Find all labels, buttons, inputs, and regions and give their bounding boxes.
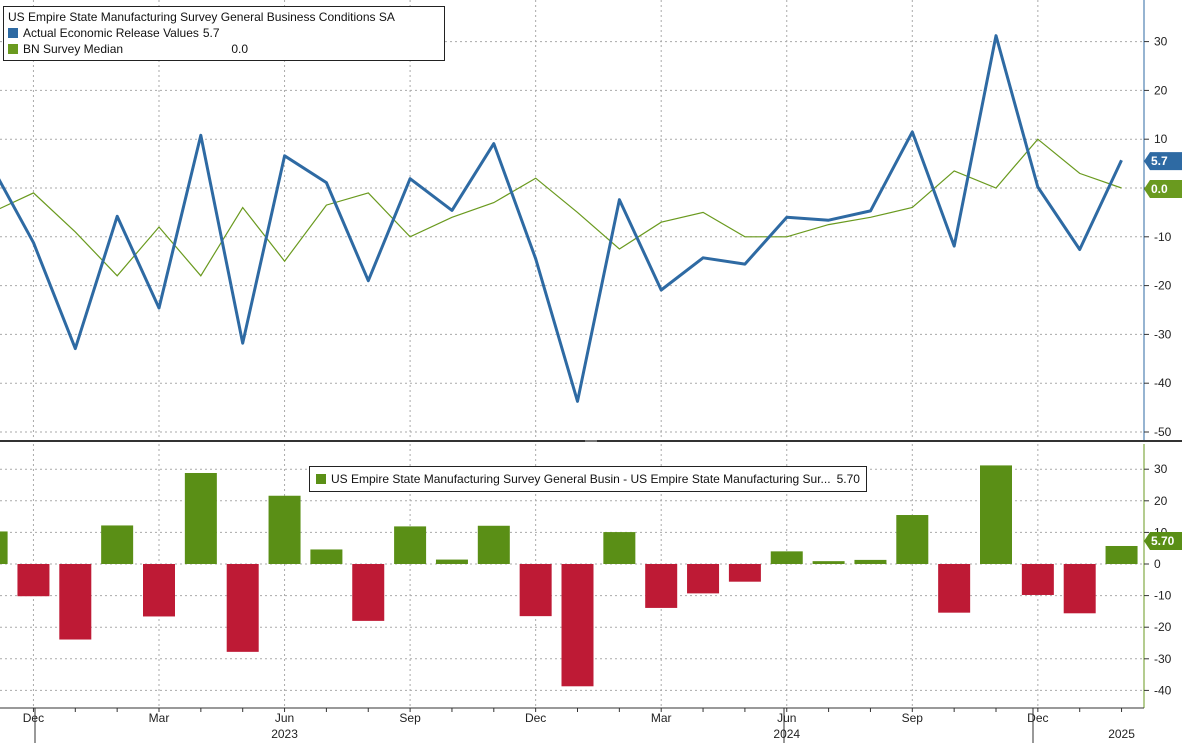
top-legend: US Empire State Manufacturing Survey Gen… xyxy=(3,6,445,61)
last-value-tag-median: 0.0 xyxy=(1151,182,1168,196)
x-month-label: Sep xyxy=(902,711,924,725)
bottom-legend[interactable]: US Empire State Manufacturing Survey Gen… xyxy=(309,466,867,492)
y-tick-label: 30 xyxy=(1154,462,1168,476)
bar-positive xyxy=(435,559,468,564)
bar-negative xyxy=(352,564,385,621)
difference-bars xyxy=(0,465,1138,687)
series-line-actual xyxy=(0,34,1123,403)
bottom-legend-label: US Empire State Manufacturing Survey Gen… xyxy=(331,472,831,486)
legend-item-median[interactable]: BN Survey Median 0.0 xyxy=(8,41,248,57)
bar-negative xyxy=(17,564,50,597)
x-month-label: Jun xyxy=(275,711,294,725)
x-year-label: 2025 xyxy=(1108,727,1135,741)
y-tick-label: -10 xyxy=(1154,589,1172,603)
y-tick-label: 0 xyxy=(1154,557,1161,571)
bar-positive xyxy=(980,465,1012,564)
legend-title-text: US Empire State Manufacturing Survey Gen… xyxy=(8,10,395,24)
x-year-label: 2023 xyxy=(271,727,298,741)
bar-positive xyxy=(603,532,636,564)
bar-positive xyxy=(184,472,217,564)
y-tick-label: 10 xyxy=(1154,132,1168,146)
y-tick-label: 20 xyxy=(1154,494,1168,508)
last-value-tag-actual: 5.7 xyxy=(1151,154,1168,168)
bar-negative xyxy=(1063,564,1096,614)
y-tick-label: -40 xyxy=(1154,376,1172,390)
bottom-y-axis: 3020100-10-20-30-40 xyxy=(1143,444,1172,708)
y-tick-label: -20 xyxy=(1154,620,1172,634)
bar-positive xyxy=(854,559,887,564)
bar-positive xyxy=(310,549,343,564)
x-month-label: Jun xyxy=(777,711,796,725)
bar-negative xyxy=(687,564,720,594)
x-year-label: 2024 xyxy=(773,727,800,741)
bar-negative xyxy=(519,564,552,617)
bar-negative xyxy=(645,564,678,608)
series-line-median xyxy=(0,138,1122,277)
bar-negative xyxy=(728,564,761,582)
y-tick-label: -10 xyxy=(1154,230,1172,244)
bottom-legend-item: US Empire State Manufacturing Survey Gen… xyxy=(316,471,860,487)
bar-positive xyxy=(477,525,510,564)
bar-negative xyxy=(143,564,175,617)
top-y-axis: 30 20 10 -10 -20 -30 -40 -50 xyxy=(1143,0,1172,440)
bar-positive xyxy=(268,495,301,564)
legend-actual-label: Actual Economic Release Values xyxy=(23,26,199,40)
bar-negative xyxy=(1021,564,1054,595)
legend-median-value: 0.0 xyxy=(231,42,248,56)
top-legend-title: US Empire State Manufacturing Survey Gen… xyxy=(8,9,440,25)
legend-item-actual[interactable]: Actual Economic Release Values 5.7 xyxy=(8,25,440,41)
bar-negative xyxy=(226,564,259,652)
x-month-label: Mar xyxy=(651,711,672,725)
green-swatch-icon xyxy=(316,474,326,484)
legend-actual-value: 5.7 xyxy=(202,26,220,40)
y-tick-label: 20 xyxy=(1154,83,1168,97)
y-tick-label: -40 xyxy=(1154,683,1172,697)
line-series xyxy=(0,34,1123,403)
bar-positive xyxy=(101,525,134,564)
last-value-tag-diff: 5.70 xyxy=(1151,534,1175,548)
bar-negative xyxy=(561,564,594,687)
y-tick-label: -20 xyxy=(1154,279,1172,293)
legend-median-label: BN Survey Median xyxy=(23,42,124,56)
x-month-label: Dec xyxy=(525,711,546,725)
green-swatch-icon xyxy=(8,44,18,54)
top-panel-grid xyxy=(0,0,1144,440)
bar-positive xyxy=(1105,545,1138,564)
last-value-tags: 5.7 0.0 5.70 xyxy=(1144,152,1182,550)
x-month-label: Dec xyxy=(1027,711,1048,725)
x-month-label: Mar xyxy=(149,711,170,725)
x-axis: Dec Mar Jun Sep Dec Mar Jun Sep Dec 2023 2024 2025 xyxy=(0,707,1144,743)
bar-positive xyxy=(896,515,929,564)
y-tick-label: -30 xyxy=(1154,652,1172,666)
bar-negative xyxy=(59,564,92,640)
last-value-tag-actual-bg xyxy=(1144,152,1182,171)
y-tick-label: -50 xyxy=(1154,425,1172,439)
y-tick-label: 30 xyxy=(1154,35,1168,49)
blue-swatch-icon xyxy=(8,28,18,38)
bar-positive xyxy=(812,561,845,564)
bar-positive xyxy=(770,551,803,564)
y-tick-label: -30 xyxy=(1154,327,1172,341)
bar-positive xyxy=(0,531,8,564)
bar-negative xyxy=(938,564,971,613)
last-value-tag-diff-bg xyxy=(1144,531,1182,550)
bottom-legend-value: 5.70 xyxy=(836,472,860,486)
x-month-label: Dec xyxy=(23,711,44,725)
last-value-tag-median-bg xyxy=(1144,180,1182,198)
x-month-label: Sep xyxy=(399,711,421,725)
bar-positive xyxy=(394,526,427,564)
